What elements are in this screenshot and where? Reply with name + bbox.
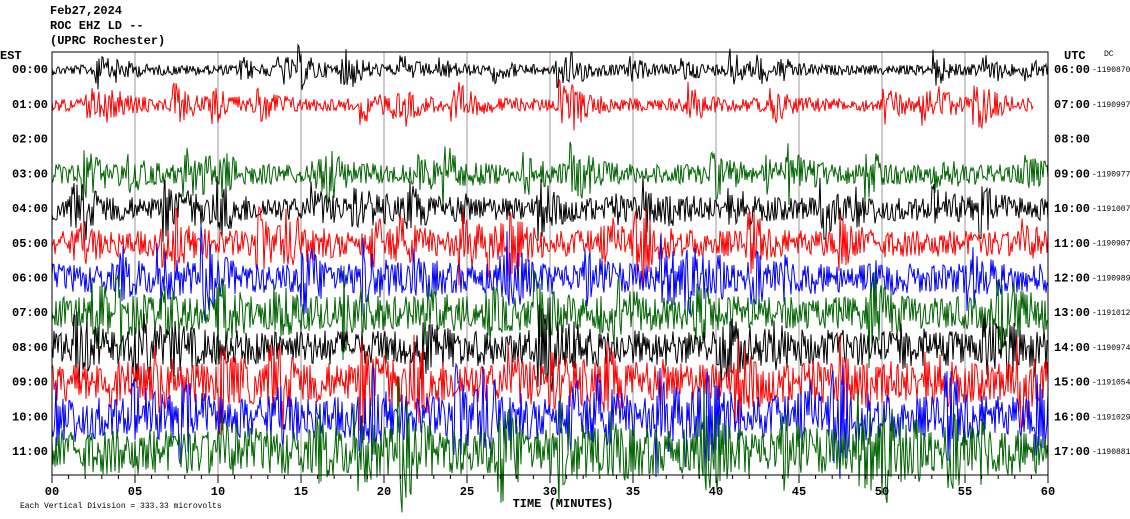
x-tick-label: 00 bbox=[45, 485, 59, 499]
x-tick-label: 55 bbox=[958, 485, 972, 499]
x-tick-label: 05 bbox=[128, 485, 142, 499]
est-label: 11:00 bbox=[12, 445, 48, 459]
left-axis-label: EST bbox=[0, 49, 22, 63]
dc-value: -1191007 bbox=[1092, 205, 1130, 214]
x-tick-label: 20 bbox=[377, 485, 391, 499]
trace bbox=[51, 334, 1049, 436]
station: (UPRC Rochester) bbox=[50, 34, 165, 48]
dc-value: -1190870 bbox=[1092, 66, 1130, 75]
traces bbox=[51, 43, 1049, 513]
utc-label: 06:00 bbox=[1054, 63, 1090, 77]
est-label: 01:00 bbox=[12, 98, 48, 112]
dc-value: -1190974 bbox=[1092, 344, 1130, 353]
utc-label: 13:00 bbox=[1054, 306, 1090, 320]
x-tick-label: 60 bbox=[1041, 485, 1055, 499]
utc-label: 17:00 bbox=[1054, 445, 1090, 459]
utc-label: 10:00 bbox=[1054, 202, 1090, 216]
dc-value: -1190907 bbox=[1092, 240, 1130, 249]
trace bbox=[51, 205, 1049, 287]
est-label: 08:00 bbox=[12, 341, 48, 355]
est-label: 03:00 bbox=[12, 167, 48, 181]
est-label: 05:00 bbox=[12, 237, 48, 251]
trace bbox=[51, 297, 1049, 392]
dc-value: -1190997 bbox=[1092, 101, 1130, 110]
x-tick-label: 45 bbox=[792, 485, 806, 499]
est-label: 02:00 bbox=[12, 133, 48, 147]
x-tick-label: 40 bbox=[709, 485, 723, 499]
utc-label: 07:00 bbox=[1054, 98, 1090, 112]
utc-label: 16:00 bbox=[1054, 410, 1090, 424]
utc-label: 12:00 bbox=[1054, 271, 1090, 285]
utc-label: 15:00 bbox=[1054, 376, 1090, 390]
x-tick-label: 10 bbox=[211, 485, 225, 499]
scale-note: Each Vertical Division = 333.33 microvol… bbox=[20, 502, 222, 511]
trace bbox=[51, 141, 1049, 212]
est-label: 09:00 bbox=[12, 376, 48, 390]
est-label: 04:00 bbox=[12, 202, 48, 216]
title: Feb27,2024 bbox=[50, 4, 122, 18]
dc-value: -1191012 bbox=[1092, 309, 1130, 318]
utc-label: 11:00 bbox=[1054, 237, 1090, 251]
subtitle: ROC EHZ LD -- bbox=[50, 19, 144, 33]
x-axis-label: TIME (MINUTES) bbox=[513, 497, 614, 511]
est-label: 06:00 bbox=[12, 271, 48, 285]
est-label: 00:00 bbox=[12, 63, 48, 77]
dc-value: -1190989 bbox=[1092, 274, 1130, 283]
trace bbox=[51, 362, 1049, 479]
trace bbox=[51, 376, 1049, 513]
trace bbox=[51, 224, 1049, 322]
dc-value: -1191054 bbox=[1092, 379, 1130, 388]
utc-label: 14:00 bbox=[1054, 341, 1090, 355]
x-tick-label: 50 bbox=[875, 485, 889, 499]
utc-label: 09:00 bbox=[1054, 167, 1090, 181]
utc-label: 08:00 bbox=[1054, 133, 1090, 147]
x-tick-label: 15 bbox=[294, 485, 308, 499]
x-tick-label: 25 bbox=[460, 485, 474, 499]
x-tick-label: 30 bbox=[543, 485, 557, 499]
dc-value: -1190881 bbox=[1092, 448, 1130, 457]
est-label: 10:00 bbox=[12, 410, 48, 424]
trace bbox=[51, 175, 1049, 243]
x-tick-label: 35 bbox=[626, 485, 640, 499]
trace bbox=[51, 43, 1049, 90]
est-label: 07:00 bbox=[12, 306, 48, 320]
dc-value: -1190977 bbox=[1092, 170, 1130, 179]
dc-label: DC bbox=[1104, 50, 1114, 59]
trace bbox=[51, 79, 1034, 131]
right-axis-label: UTC bbox=[1064, 49, 1086, 63]
dc-value: -1191029 bbox=[1092, 413, 1130, 422]
